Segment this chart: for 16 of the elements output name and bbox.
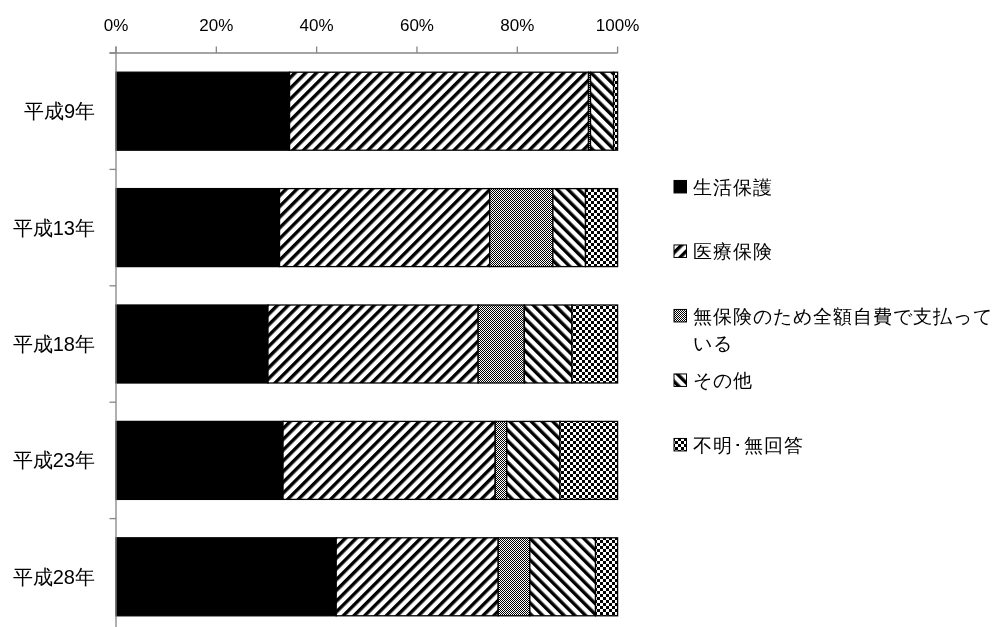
legend-label: 無保険のため全額自費で支払っている bbox=[693, 305, 993, 354]
y-tick-label: 平成18年 bbox=[12, 333, 95, 355]
x-tick-label: 40% bbox=[299, 16, 334, 35]
x-tick-label: 20% bbox=[199, 16, 234, 35]
y-tick-label: 平成28年 bbox=[12, 565, 95, 588]
legend-label: 不明･無回答 bbox=[693, 434, 804, 456]
legend-label: 生活保護 bbox=[693, 176, 773, 198]
x-tick-label: 60% bbox=[399, 16, 434, 35]
x-tick-label: 100% bbox=[595, 16, 640, 35]
legend-label: その他 bbox=[693, 369, 753, 391]
legend-label: 医療保険 bbox=[693, 240, 773, 262]
x-tick-label: 80% bbox=[500, 16, 535, 35]
y-tick-label: 平成9年 bbox=[23, 100, 95, 123]
x-tick-label: 0% bbox=[103, 16, 129, 35]
y-tick-label: 平成23年 bbox=[12, 449, 95, 472]
y-tick-label: 平成13年 bbox=[12, 216, 95, 239]
